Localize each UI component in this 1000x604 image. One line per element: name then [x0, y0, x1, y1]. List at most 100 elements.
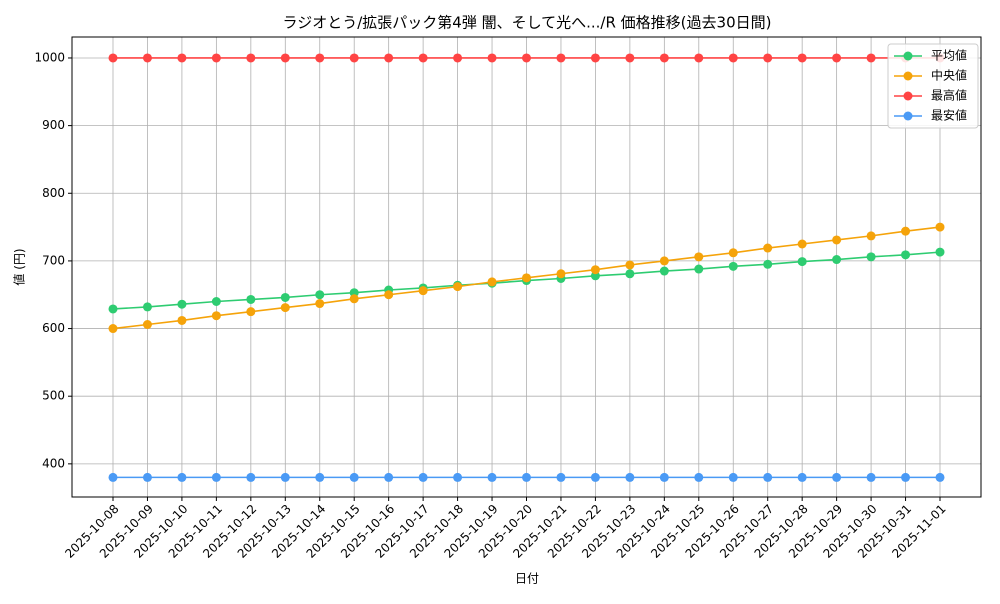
data-point: [797, 472, 807, 482]
data-point: [866, 53, 876, 63]
data-point: [177, 315, 187, 325]
chart-title: ラジオとう/拡張パック第4弾 闇、そして光へ.../R 価格推移(過去30日間): [283, 14, 772, 32]
data-point: [935, 247, 945, 257]
data-point: [522, 472, 531, 482]
y-tick-label: 800: [42, 186, 65, 200]
data-point: [487, 53, 497, 63]
data-point: [142, 320, 152, 329]
y-tick-label: 500: [42, 389, 65, 403]
data-point: [418, 286, 428, 296]
y-tick-label: 1000: [34, 50, 65, 64]
data-point: [349, 472, 359, 482]
data-point: [659, 266, 669, 276]
y-axis-label: 値 (円): [12, 248, 27, 285]
data-point: [935, 472, 945, 482]
data-point: [763, 243, 773, 253]
data-point: [625, 472, 635, 482]
data-point: [728, 248, 738, 258]
data-point: [866, 231, 876, 241]
data-point: [728, 261, 738, 271]
data-point: [694, 472, 704, 482]
legend-box: [887, 43, 979, 129]
data-point: [315, 472, 325, 482]
data-point: [556, 269, 566, 279]
data-point: [590, 53, 600, 63]
data-point: [142, 472, 152, 482]
data-point: [522, 273, 531, 283]
data-point: [728, 472, 738, 482]
data-point: [315, 53, 325, 63]
data-point: [797, 239, 807, 249]
legend-label: 平均値: [931, 48, 967, 63]
data-point: [901, 226, 911, 236]
data-point: [625, 260, 635, 270]
legend-label: 最安値: [931, 108, 967, 123]
data-point: [590, 265, 600, 275]
y-tick-label: 900: [42, 118, 65, 132]
data-point: [142, 53, 152, 63]
data-point: [625, 53, 635, 63]
data-point: [832, 255, 842, 265]
data-point: [556, 472, 566, 482]
data-point: [384, 53, 394, 63]
data-point: [211, 472, 221, 482]
data-point: [177, 299, 187, 309]
data-point: [728, 53, 738, 63]
data-point: [694, 252, 704, 262]
legend-marker: [903, 111, 913, 121]
data-point: [625, 269, 635, 279]
data-point: [901, 250, 911, 260]
data-point: [866, 252, 876, 262]
data-point: [177, 472, 187, 482]
plot-frame: [71, 36, 982, 498]
data-point: [901, 472, 911, 482]
data-point: [280, 303, 290, 313]
legend-label: 最高値: [931, 88, 967, 103]
data-point: [315, 299, 325, 309]
data-point: [280, 292, 290, 302]
x-axis-label: 日付: [515, 572, 539, 586]
data-point: [418, 472, 428, 482]
data-point: [384, 290, 394, 300]
data-point: [763, 259, 773, 269]
data-point: [177, 53, 187, 63]
data-point: [590, 472, 600, 482]
data-point: [246, 294, 256, 304]
data-point: [763, 53, 773, 63]
data-point: [246, 472, 256, 482]
data-point: [142, 302, 152, 312]
data-point: [211, 311, 221, 321]
data-point: [659, 472, 669, 482]
y-tick-label: 400: [42, 456, 65, 470]
data-point: [349, 294, 359, 304]
data-point: [453, 472, 463, 482]
data-point: [487, 472, 497, 482]
data-point: [453, 282, 463, 292]
data-point: [246, 307, 256, 317]
data-point: [832, 472, 842, 482]
data-point: [797, 257, 807, 267]
data-point: [418, 53, 428, 63]
y-tick-label: 700: [42, 253, 65, 267]
data-point: [211, 53, 221, 63]
data-point: [797, 53, 807, 63]
data-point: [832, 235, 842, 245]
y-tick-label: 600: [42, 321, 65, 335]
data-point: [694, 264, 704, 274]
data-point: [280, 472, 290, 482]
data-point: [280, 53, 290, 63]
legend-marker: [903, 71, 913, 81]
data-point: [108, 304, 118, 314]
data-point: [522, 53, 531, 63]
data-point: [315, 290, 325, 300]
data-point: [246, 53, 256, 63]
legend-label: 中央値: [931, 68, 967, 83]
data-point: [108, 472, 118, 482]
data-point: [556, 53, 566, 63]
data-point: [866, 472, 876, 482]
data-point: [763, 472, 773, 482]
data-point: [694, 53, 704, 63]
